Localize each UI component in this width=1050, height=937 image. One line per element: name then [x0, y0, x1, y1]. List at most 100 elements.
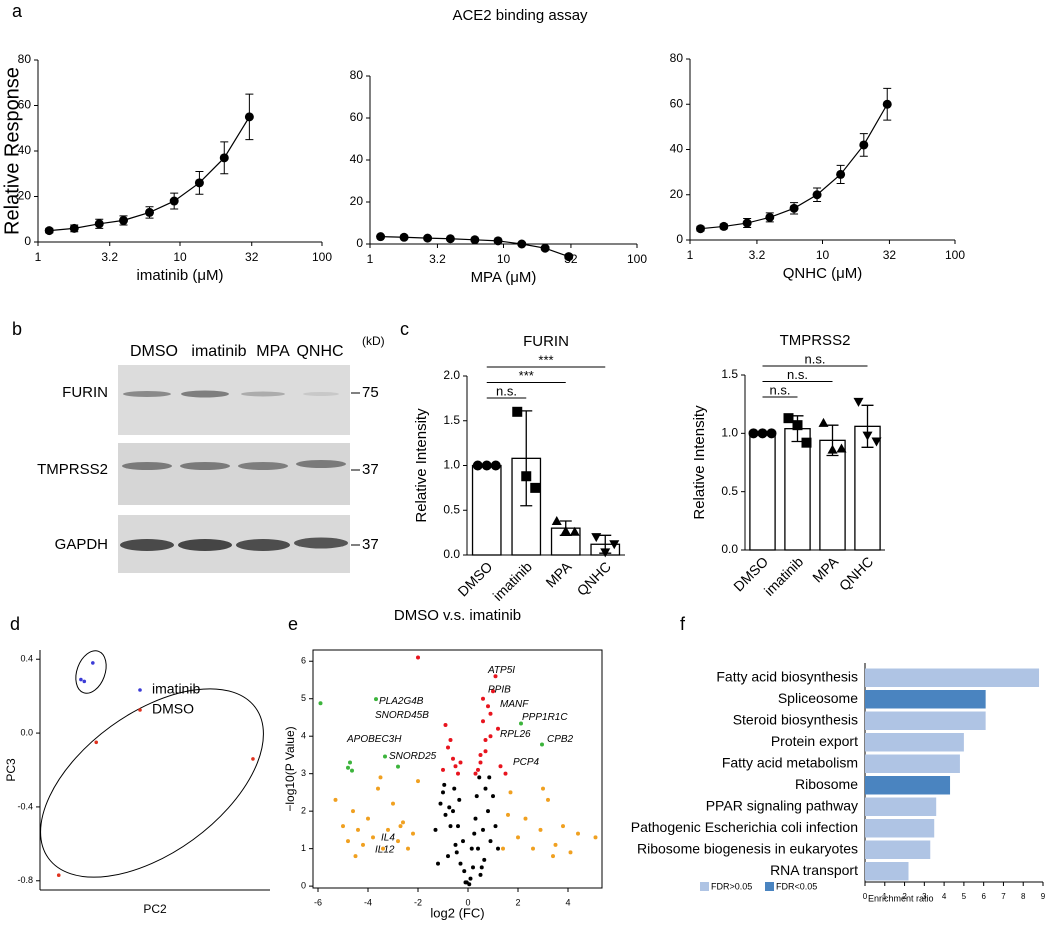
data-point: [517, 239, 527, 249]
bar: [865, 819, 935, 838]
data-point: [443, 812, 448, 817]
y-tick-label: 0: [676, 232, 683, 246]
blot-band: [238, 462, 288, 470]
y-tick-label: 5: [301, 693, 306, 703]
data-point: [361, 842, 365, 847]
blot-band: [303, 392, 339, 396]
data-point: [600, 548, 611, 558]
x-tick-label: 3.2: [429, 252, 446, 266]
legend-marker: [138, 688, 142, 692]
bar: [865, 733, 964, 752]
y-tick-label: 0: [356, 236, 363, 250]
data-point: [490, 460, 501, 471]
data-point: [433, 827, 438, 832]
panel-label: a: [12, 1, 23, 21]
x-tick-label: 5: [962, 892, 967, 901]
blot-band: [236, 539, 290, 551]
gene-label: SNORD45B: [375, 710, 429, 721]
group-ellipse: [75, 650, 107, 694]
size-marker: 75: [362, 384, 379, 401]
data-point: [454, 850, 459, 855]
data-point: [540, 243, 550, 253]
data-point: [609, 540, 620, 550]
data-point: [438, 801, 443, 806]
x-axis-label: QNHC (μM): [783, 265, 862, 282]
data-point: [508, 790, 513, 795]
data-point: [244, 112, 254, 122]
bar: [865, 690, 986, 709]
y-tick-label: 0.0: [443, 547, 460, 561]
y-axis-label: Relative Intensity: [691, 405, 708, 520]
data-point: [376, 786, 380, 791]
data-point: [401, 820, 405, 825]
category-label: Steroid biosynthesis: [733, 711, 858, 727]
data-point: [386, 827, 390, 832]
data-point: [169, 196, 179, 206]
data-point: [568, 850, 573, 855]
size-marker: 37: [362, 536, 379, 553]
data-point: [551, 854, 555, 859]
lane-label: QNHC: [296, 343, 343, 360]
group-ellipse: [40, 688, 264, 878]
x-tick-label: 1: [687, 248, 694, 262]
y-tick-label: 0.0: [721, 542, 738, 556]
data-point: [478, 872, 483, 877]
bar: [471, 464, 502, 556]
category-label: Ribosome biogenesis in eukaryotes: [637, 840, 858, 856]
x-axis-label: MPA (μM): [471, 269, 537, 286]
blot-images: [118, 365, 350, 573]
data-point: [458, 760, 463, 765]
data-point: [219, 153, 229, 163]
data-point: [441, 767, 445, 772]
data-point: [461, 839, 465, 844]
bar: [749, 432, 776, 551]
data-point: [376, 232, 386, 242]
data-point: [827, 444, 838, 454]
legend-swatch: [765, 882, 774, 891]
gene-label: ATP5I: [487, 665, 515, 676]
x-tick-label: 100: [945, 248, 965, 262]
gene-label: CPB2: [547, 734, 574, 745]
y-tick-label: 3: [301, 768, 306, 778]
data-point: [464, 880, 469, 885]
data-point: [519, 721, 523, 726]
chart-title: FURIN: [523, 333, 569, 350]
significance-label: n.s.: [805, 351, 826, 366]
category-label: Pathogenic Escherichia coli infection: [631, 819, 858, 835]
data-point: [540, 742, 544, 747]
bar: [865, 776, 951, 795]
data-point: [452, 786, 457, 791]
data-point: [44, 226, 54, 236]
y-tick-label: 60: [670, 96, 684, 110]
data-point: [564, 252, 574, 262]
data-point: [591, 533, 602, 543]
x-tick-label: QNHC: [836, 553, 876, 593]
data-point: [445, 234, 455, 244]
data-point: [538, 827, 543, 832]
lane-label: MPA: [256, 343, 290, 360]
data-point: [442, 782, 447, 787]
y-tick-label: -0.8: [17, 875, 33, 885]
gene-label: PCP4: [513, 757, 540, 768]
x-tick-label: 3.2: [749, 248, 766, 262]
data-point: [443, 722, 448, 727]
x-tick-label: QNHC: [574, 558, 614, 598]
data-point: [453, 764, 458, 769]
data-point: [561, 824, 565, 829]
panel-label: f: [680, 614, 686, 634]
significance-label: n.s.: [496, 383, 517, 398]
data-point: [546, 797, 550, 802]
legend-label: FDR<0.05: [776, 881, 817, 891]
y-tick-label: 0: [24, 234, 31, 248]
data-point: [469, 846, 474, 851]
data-point: [818, 417, 829, 427]
legend-label: DMSO: [152, 701, 194, 717]
data-point: [871, 437, 882, 447]
y-axis-label: Relative Intensity: [413, 408, 430, 523]
y-tick-label: 2.0: [443, 368, 460, 382]
y-tick-label: 20: [18, 189, 32, 203]
category-label: Fatty acid biosynthesis: [716, 668, 858, 684]
y-tick-label: 0.4: [20, 654, 33, 664]
panel-label: e: [288, 614, 298, 634]
data-point: [742, 218, 752, 228]
